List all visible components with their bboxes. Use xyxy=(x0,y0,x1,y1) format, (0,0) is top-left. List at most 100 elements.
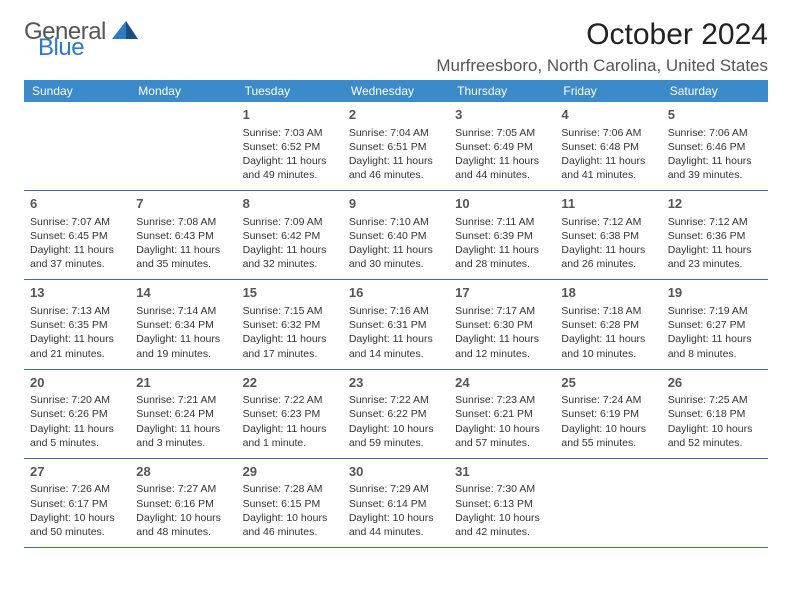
day-number: 1 xyxy=(243,106,337,124)
day-number: 10 xyxy=(455,195,549,213)
daylight-line: Daylight: 11 hours and 49 minutes. xyxy=(243,154,337,182)
calendar-day-cell: 14Sunrise: 7:14 AMSunset: 6:34 PMDayligh… xyxy=(130,280,236,368)
sunset-line: Sunset: 6:49 PM xyxy=(455,140,549,154)
calendar-day-cell: 7Sunrise: 7:08 AMSunset: 6:43 PMDaylight… xyxy=(130,191,236,279)
day-number: 24 xyxy=(455,374,549,392)
daylight-line: Daylight: 10 hours and 48 minutes. xyxy=(136,511,230,539)
sunrise-line: Sunrise: 7:27 AM xyxy=(136,482,230,496)
daylight-line: Daylight: 11 hours and 46 minutes. xyxy=(349,154,443,182)
daylight-line: Daylight: 10 hours and 44 minutes. xyxy=(349,511,443,539)
sunset-line: Sunset: 6:45 PM xyxy=(30,229,124,243)
calendar-day-cell: 8Sunrise: 7:09 AMSunset: 6:42 PMDaylight… xyxy=(237,191,343,279)
sunset-line: Sunset: 6:16 PM xyxy=(136,497,230,511)
sunrise-line: Sunrise: 7:22 AM xyxy=(349,393,443,407)
sunrise-line: Sunrise: 7:10 AM xyxy=(349,215,443,229)
sunset-line: Sunset: 6:46 PM xyxy=(668,140,762,154)
sunrise-line: Sunrise: 7:12 AM xyxy=(668,215,762,229)
day-number: 8 xyxy=(243,195,337,213)
sunset-line: Sunset: 6:17 PM xyxy=(30,497,124,511)
sunset-line: Sunset: 6:35 PM xyxy=(30,318,124,332)
day-number: 3 xyxy=(455,106,549,124)
weekday-header-cell: Wednesday xyxy=(343,80,449,102)
weekday-header-cell: Thursday xyxy=(449,80,555,102)
calendar-day-cell: 13Sunrise: 7:13 AMSunset: 6:35 PMDayligh… xyxy=(24,280,130,368)
day-number: 29 xyxy=(243,463,337,481)
day-number: 30 xyxy=(349,463,443,481)
calendar-day-cell: 20Sunrise: 7:20 AMSunset: 6:26 PMDayligh… xyxy=(24,370,130,458)
sunrise-line: Sunrise: 7:06 AM xyxy=(668,126,762,140)
calendar-day-cell: 23Sunrise: 7:22 AMSunset: 6:22 PMDayligh… xyxy=(343,370,449,458)
day-number: 21 xyxy=(136,374,230,392)
sunrise-line: Sunrise: 7:22 AM xyxy=(243,393,337,407)
calendar-day-cell: 22Sunrise: 7:22 AMSunset: 6:23 PMDayligh… xyxy=(237,370,343,458)
daylight-line: Daylight: 10 hours and 50 minutes. xyxy=(30,511,124,539)
daylight-line: Daylight: 11 hours and 44 minutes. xyxy=(455,154,549,182)
sunrise-line: Sunrise: 7:24 AM xyxy=(561,393,655,407)
calendar-empty-cell xyxy=(130,102,236,190)
calendar-day-cell: 30Sunrise: 7:29 AMSunset: 6:14 PMDayligh… xyxy=(343,459,449,547)
sunrise-line: Sunrise: 7:18 AM xyxy=(561,304,655,318)
day-number: 18 xyxy=(561,284,655,302)
daylight-line: Daylight: 11 hours and 23 minutes. xyxy=(668,243,762,271)
day-number: 20 xyxy=(30,374,124,392)
daylight-line: Daylight: 11 hours and 8 minutes. xyxy=(668,332,762,360)
sunrise-line: Sunrise: 7:15 AM xyxy=(243,304,337,318)
daylight-line: Daylight: 10 hours and 46 minutes. xyxy=(243,511,337,539)
daylight-line: Daylight: 11 hours and 5 minutes. xyxy=(30,422,124,450)
day-number: 11 xyxy=(561,195,655,213)
sunrise-line: Sunrise: 7:16 AM xyxy=(349,304,443,318)
daylight-line: Daylight: 11 hours and 30 minutes. xyxy=(349,243,443,271)
calendar-day-cell: 18 Sunrise: 7:18 AMSunset: 6:28 PMDayligh… xyxy=(555,280,661,368)
sunset-line: Sunset: 6:32 PM xyxy=(243,318,337,332)
sunset-line: Sunset: 6:38 PM xyxy=(561,229,655,243)
brand-triangle-icon xyxy=(112,19,138,46)
daylight-line: Daylight: 11 hours and 39 minutes. xyxy=(668,154,762,182)
calendar-day-cell: 12Sunrise: 7:12 AMSunset: 6:36 PMDayligh… xyxy=(662,191,768,279)
day-number: 7 xyxy=(136,195,230,213)
sunset-line: Sunset: 6:14 PM xyxy=(349,497,443,511)
sunset-line: Sunset: 6:36 PM xyxy=(668,229,762,243)
location-subtitle: Murfreesboro, North Carolina, United Sta… xyxy=(436,56,768,76)
calendar-day-cell: 16Sunrise: 7:16 AMSunset: 6:31 PMDayligh… xyxy=(343,280,449,368)
sunset-line: Sunset: 6:23 PM xyxy=(243,407,337,421)
sunrise-line: Sunrise: 7:08 AM xyxy=(136,215,230,229)
sunset-line: Sunset: 6:51 PM xyxy=(349,140,443,154)
daylight-line: Daylight: 11 hours and 10 minutes. xyxy=(561,332,655,360)
sunset-line: Sunset: 6:27 PM xyxy=(668,318,762,332)
weekday-header-cell: Tuesday xyxy=(237,80,343,102)
calendar-week-row: 27Sunrise: 7:26 AMSunset: 6:17 PMDayligh… xyxy=(24,459,768,548)
day-number: 23 xyxy=(349,374,443,392)
weeks-container: 1Sunrise: 7:03 AMSunset: 6:52 PMDaylight… xyxy=(24,102,768,548)
sunrise-line: Sunrise: 7:19 AM xyxy=(668,304,762,318)
calendar-day-cell: 11Sunrise: 7:12 AMSunset: 6:38 PMDayligh… xyxy=(555,191,661,279)
calendar-week-row: 13Sunrise: 7:13 AMSunset: 6:35 PMDayligh… xyxy=(24,280,768,369)
day-number: 28 xyxy=(136,463,230,481)
calendar-day-cell: 27Sunrise: 7:26 AMSunset: 6:17 PMDayligh… xyxy=(24,459,130,547)
weekday-header-cell: Saturday xyxy=(662,80,768,102)
day-number: 22 xyxy=(243,374,337,392)
daylight-line: Daylight: 11 hours and 19 minutes. xyxy=(136,332,230,360)
calendar-day-cell: 6Sunrise: 7:07 AMSunset: 6:45 PMDaylight… xyxy=(24,191,130,279)
daylight-line: Daylight: 11 hours and 12 minutes. xyxy=(455,332,549,360)
daylight-line: Daylight: 11 hours and 35 minutes. xyxy=(136,243,230,271)
calendar-day-cell: 17Sunrise: 7:17 AMSunset: 6:30 PMDayligh… xyxy=(449,280,555,368)
sunset-line: Sunset: 6:15 PM xyxy=(243,497,337,511)
day-number: 14 xyxy=(136,284,230,302)
daylight-line: Daylight: 11 hours and 3 minutes. xyxy=(136,422,230,450)
sunset-line: Sunset: 6:48 PM xyxy=(561,140,655,154)
calendar-week-row: 20Sunrise: 7:20 AMSunset: 6:26 PMDayligh… xyxy=(24,370,768,459)
day-number: 26 xyxy=(668,374,762,392)
day-number: 19 xyxy=(668,284,762,302)
day-number: 2 xyxy=(349,106,443,124)
daylight-line: Daylight: 11 hours and 41 minutes. xyxy=(561,154,655,182)
daylight-line: Daylight: 10 hours and 59 minutes. xyxy=(349,422,443,450)
calendar-day-cell: 4Sunrise: 7:06 AMSunset: 6:48 PMDaylight… xyxy=(555,102,661,190)
sunset-line: Sunset: 6:28 PM xyxy=(561,318,655,332)
sunset-line: Sunset: 6:18 PM xyxy=(668,407,762,421)
day-number: 13 xyxy=(30,284,124,302)
sunrise-line: Sunrise: 7:03 AM xyxy=(243,126,337,140)
day-number: 6 xyxy=(30,195,124,213)
calendar-day-cell: 2Sunrise: 7:04 AMSunset: 6:51 PMDaylight… xyxy=(343,102,449,190)
calendar-grid: Sunday Monday Tuesday Wednesday Thursday… xyxy=(24,80,768,548)
calendar-day-cell: 19 Sunrise: 7:19 AMSunset: 6:27 PMDayligh… xyxy=(662,280,768,368)
